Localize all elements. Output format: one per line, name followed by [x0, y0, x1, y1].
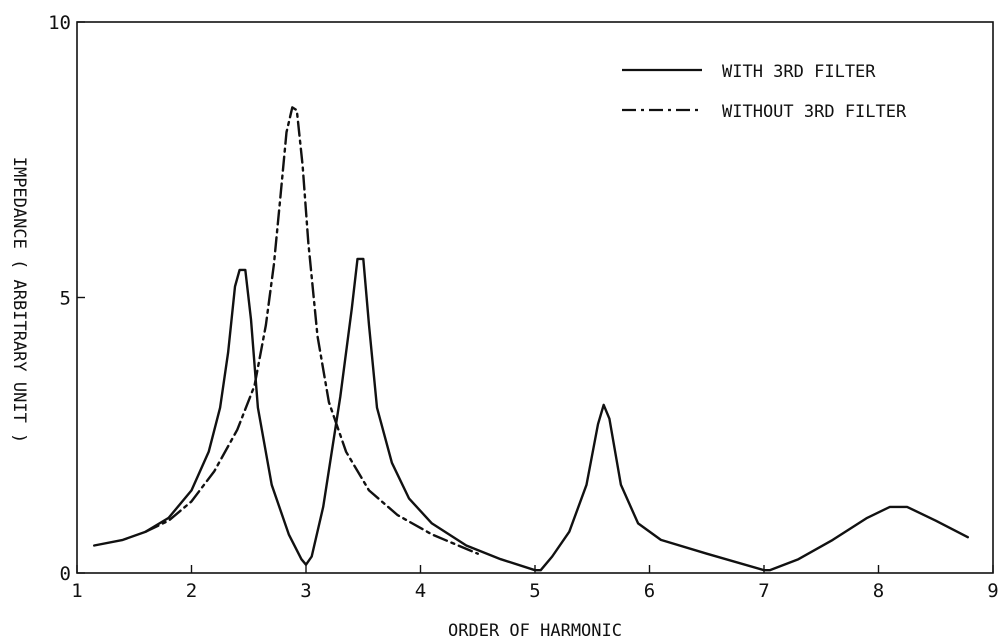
- x-tick-label-4: 4: [415, 580, 426, 602]
- x-axis-label: ORDER OF HARMONIC: [448, 621, 622, 641]
- series-line-without-filter: [144, 106, 479, 555]
- x-tick-label-2: 2: [186, 580, 197, 602]
- y-axis-label: IMPEDANCE ( ARBITRARY UNIT ): [9, 157, 29, 444]
- x-tick-label-8: 8: [873, 580, 884, 602]
- x-tick-label-6: 6: [644, 580, 655, 602]
- y-tick-label-0: 0: [60, 563, 71, 585]
- y-tick-label-5: 5: [60, 288, 71, 310]
- series-line-with-filter: [93, 257, 969, 572]
- x-axis-tick-labels: 1 2 3 4 5 6 7 8 9: [71, 580, 998, 602]
- x-tick-label-7: 7: [758, 580, 769, 602]
- x-axis-ticks: [76, 565, 994, 573]
- series-group: [93, 106, 969, 572]
- y-axis-ticks: [77, 21, 85, 574]
- legend: WITH 3RD FILTER WITHOUT 3RD FILTER: [622, 62, 907, 122]
- legend-label-without-filter: WITHOUT 3RD FILTER: [722, 102, 907, 122]
- x-tick-label-3: 3: [300, 580, 311, 602]
- y-tick-label-10: 10: [48, 12, 71, 34]
- x-tick-label-5: 5: [529, 580, 540, 602]
- y-axis-tick-labels: 0 5 10: [48, 12, 71, 585]
- x-tick-label-9: 9: [987, 580, 998, 602]
- x-tick-label-1: 1: [71, 580, 82, 602]
- legend-label-with-filter: WITH 3RD FILTER: [722, 62, 876, 82]
